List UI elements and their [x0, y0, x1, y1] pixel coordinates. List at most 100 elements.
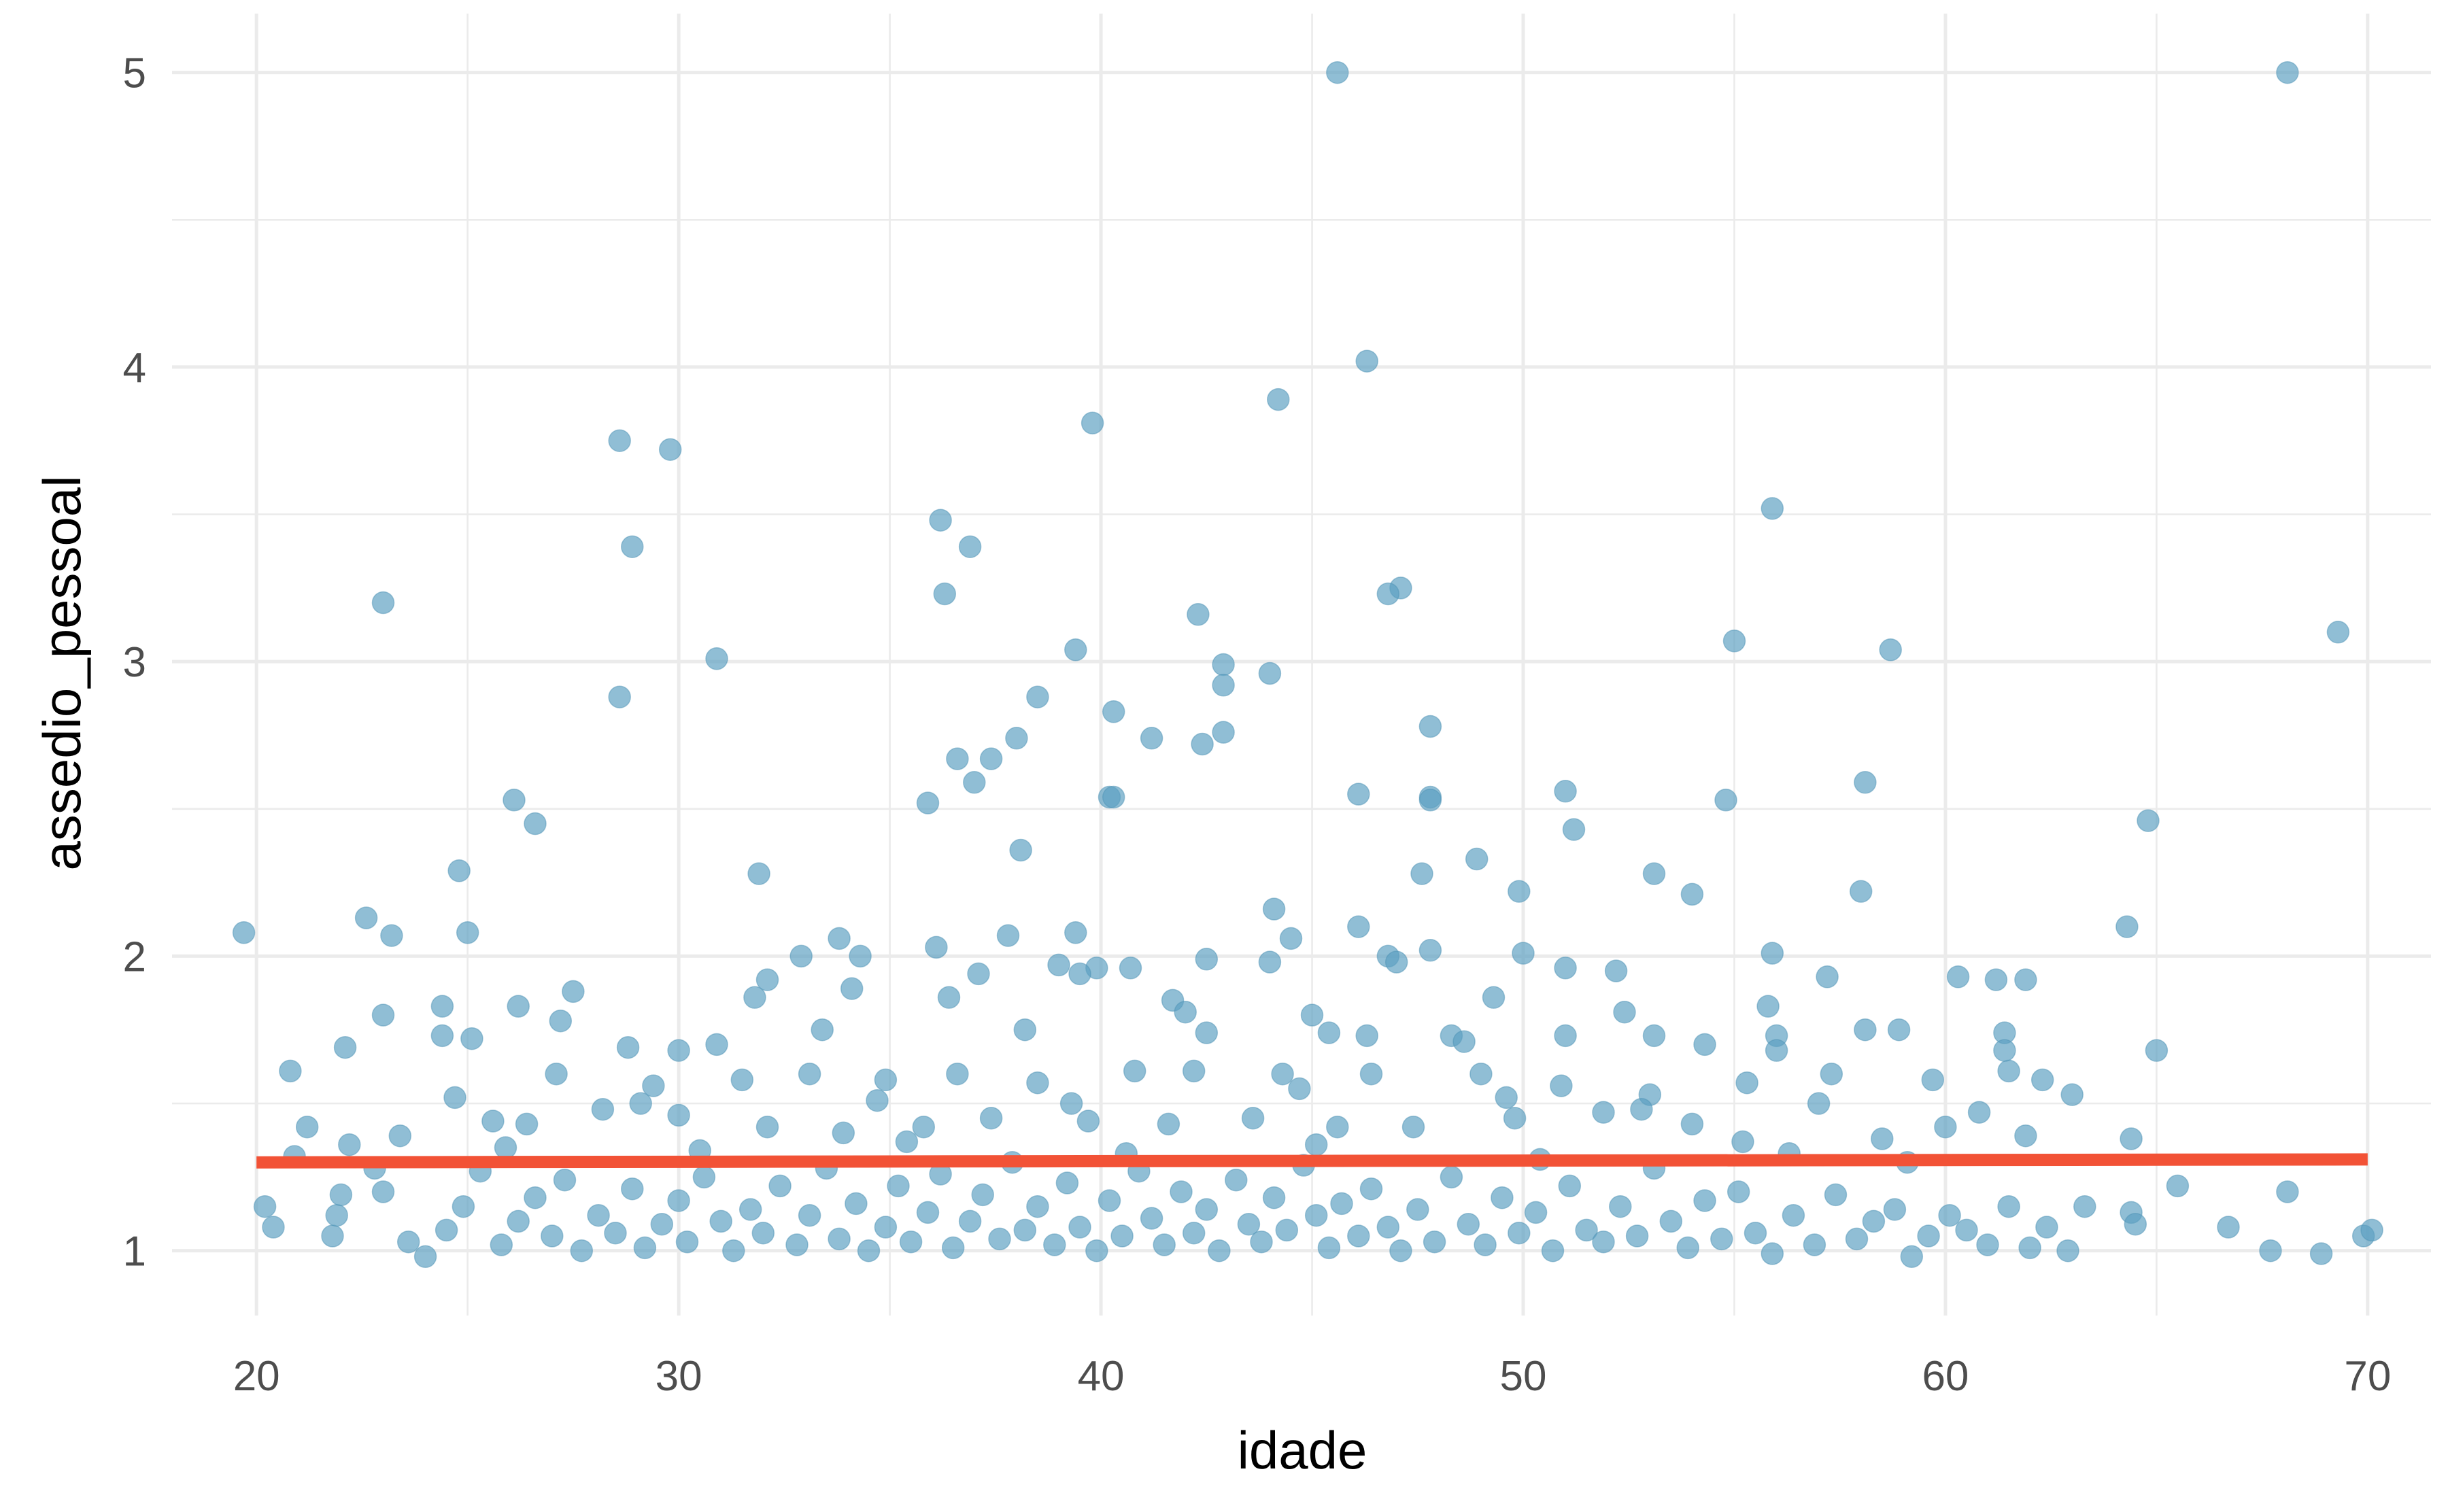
- data-point: [1993, 1039, 2016, 1062]
- data-point: [1680, 882, 1704, 906]
- data-point: [1330, 1192, 1353, 1216]
- data-point: [430, 1024, 454, 1048]
- data-point: [562, 980, 585, 1003]
- data-point: [925, 935, 948, 959]
- data-point: [1625, 1224, 1649, 1248]
- data-point: [1110, 1224, 1134, 1248]
- data-point: [1317, 1236, 1341, 1260]
- data-point: [481, 1110, 505, 1133]
- data-point: [570, 1239, 594, 1262]
- data-point: [1098, 1189, 1121, 1212]
- data-point: [1680, 1112, 1704, 1136]
- data-point: [946, 747, 969, 770]
- data-point: [895, 1130, 919, 1154]
- data-point: [1816, 965, 1839, 989]
- data-point: [1212, 674, 1235, 697]
- data-point: [1401, 1115, 1425, 1139]
- data-point: [1761, 942, 1784, 965]
- data-point: [967, 962, 990, 986]
- data-point: [608, 685, 631, 708]
- data-point: [1997, 1059, 2020, 1083]
- data-point: [658, 438, 682, 461]
- data-point: [1731, 1130, 1754, 1154]
- data-point: [1849, 880, 1873, 903]
- data-point: [1406, 1198, 1429, 1221]
- data-point: [604, 1221, 627, 1245]
- data-point: [1938, 1203, 1961, 1227]
- data-point: [1068, 962, 1091, 986]
- data-point: [1550, 1074, 1573, 1097]
- x-tick-label: 30: [656, 1353, 702, 1400]
- data-point: [1452, 1030, 1476, 1053]
- data-point: [2326, 621, 2350, 644]
- y-axis-ticks: 1 2 3 4 5: [123, 50, 146, 1275]
- data-point: [2073, 1195, 2096, 1218]
- data-point: [232, 921, 256, 944]
- data-point: [435, 1218, 458, 1242]
- data-point: [1389, 1239, 1412, 1262]
- data-point: [1613, 1000, 1636, 1024]
- data-point: [1384, 950, 1408, 974]
- data-point: [1140, 1207, 1163, 1230]
- data-point: [2120, 1127, 2143, 1150]
- data-point: [1102, 785, 1125, 809]
- data-point: [1359, 1177, 1383, 1201]
- y-tick-label: 5: [123, 50, 146, 97]
- data-point: [1304, 1133, 1328, 1156]
- data-point: [751, 1221, 775, 1245]
- data-point: [1317, 1021, 1341, 1044]
- data-point: [279, 1059, 302, 1083]
- data-point: [371, 1003, 395, 1027]
- data-point: [1376, 582, 1400, 606]
- data-point: [1153, 1233, 1176, 1256]
- data-point: [798, 1203, 821, 1227]
- data-point: [1503, 1106, 1527, 1130]
- data-point: [1575, 1218, 1598, 1242]
- data-point: [2276, 1180, 2299, 1203]
- data-point: [452, 1195, 475, 1218]
- data-point: [2276, 61, 2299, 84]
- data-point: [1064, 638, 1087, 662]
- data-point: [828, 1227, 851, 1251]
- data-point: [1359, 1062, 1383, 1086]
- data-point: [1659, 1209, 1683, 1233]
- data-point: [963, 771, 986, 794]
- data-point: [1630, 1097, 1653, 1121]
- data-point: [2018, 1236, 2041, 1260]
- data-point: [1026, 1071, 1049, 1095]
- data-point: [1195, 948, 1219, 971]
- data-point: [1304, 1203, 1328, 1227]
- data-point: [388, 1124, 412, 1148]
- data-point: [789, 944, 813, 968]
- data-point: [494, 1136, 517, 1159]
- data-point: [1410, 862, 1433, 885]
- data-point: [1554, 957, 1577, 980]
- data-point: [2145, 1039, 2169, 1062]
- data-point: [1347, 1224, 1370, 1248]
- data-point: [933, 582, 957, 606]
- data-point: [722, 1239, 745, 1262]
- data-point: [1170, 1180, 1193, 1203]
- data-point: [1208, 1239, 1231, 1262]
- data-point: [1495, 1086, 1518, 1110]
- data-point: [1068, 1216, 1091, 1239]
- x-tick-label: 40: [1078, 1353, 1125, 1400]
- data-point: [490, 1233, 513, 1256]
- data-point: [1064, 921, 1087, 944]
- data-point: [1710, 1227, 1733, 1251]
- data-point: [1271, 1062, 1294, 1086]
- data-point: [1237, 1212, 1261, 1236]
- data-point: [549, 1009, 573, 1033]
- data-point: [887, 1174, 910, 1198]
- data-point: [941, 1236, 965, 1260]
- data-point: [1554, 1024, 1577, 1048]
- y-axis-title: assedio_pessoal: [32, 475, 92, 870]
- data-point: [503, 789, 526, 812]
- data-point: [1267, 388, 1290, 411]
- data-point: [667, 1189, 690, 1212]
- data-point: [1250, 1230, 1273, 1254]
- data-point: [633, 1236, 657, 1260]
- data-point: [916, 1201, 940, 1224]
- data-point: [2060, 1083, 2084, 1106]
- data-point: [325, 1203, 348, 1227]
